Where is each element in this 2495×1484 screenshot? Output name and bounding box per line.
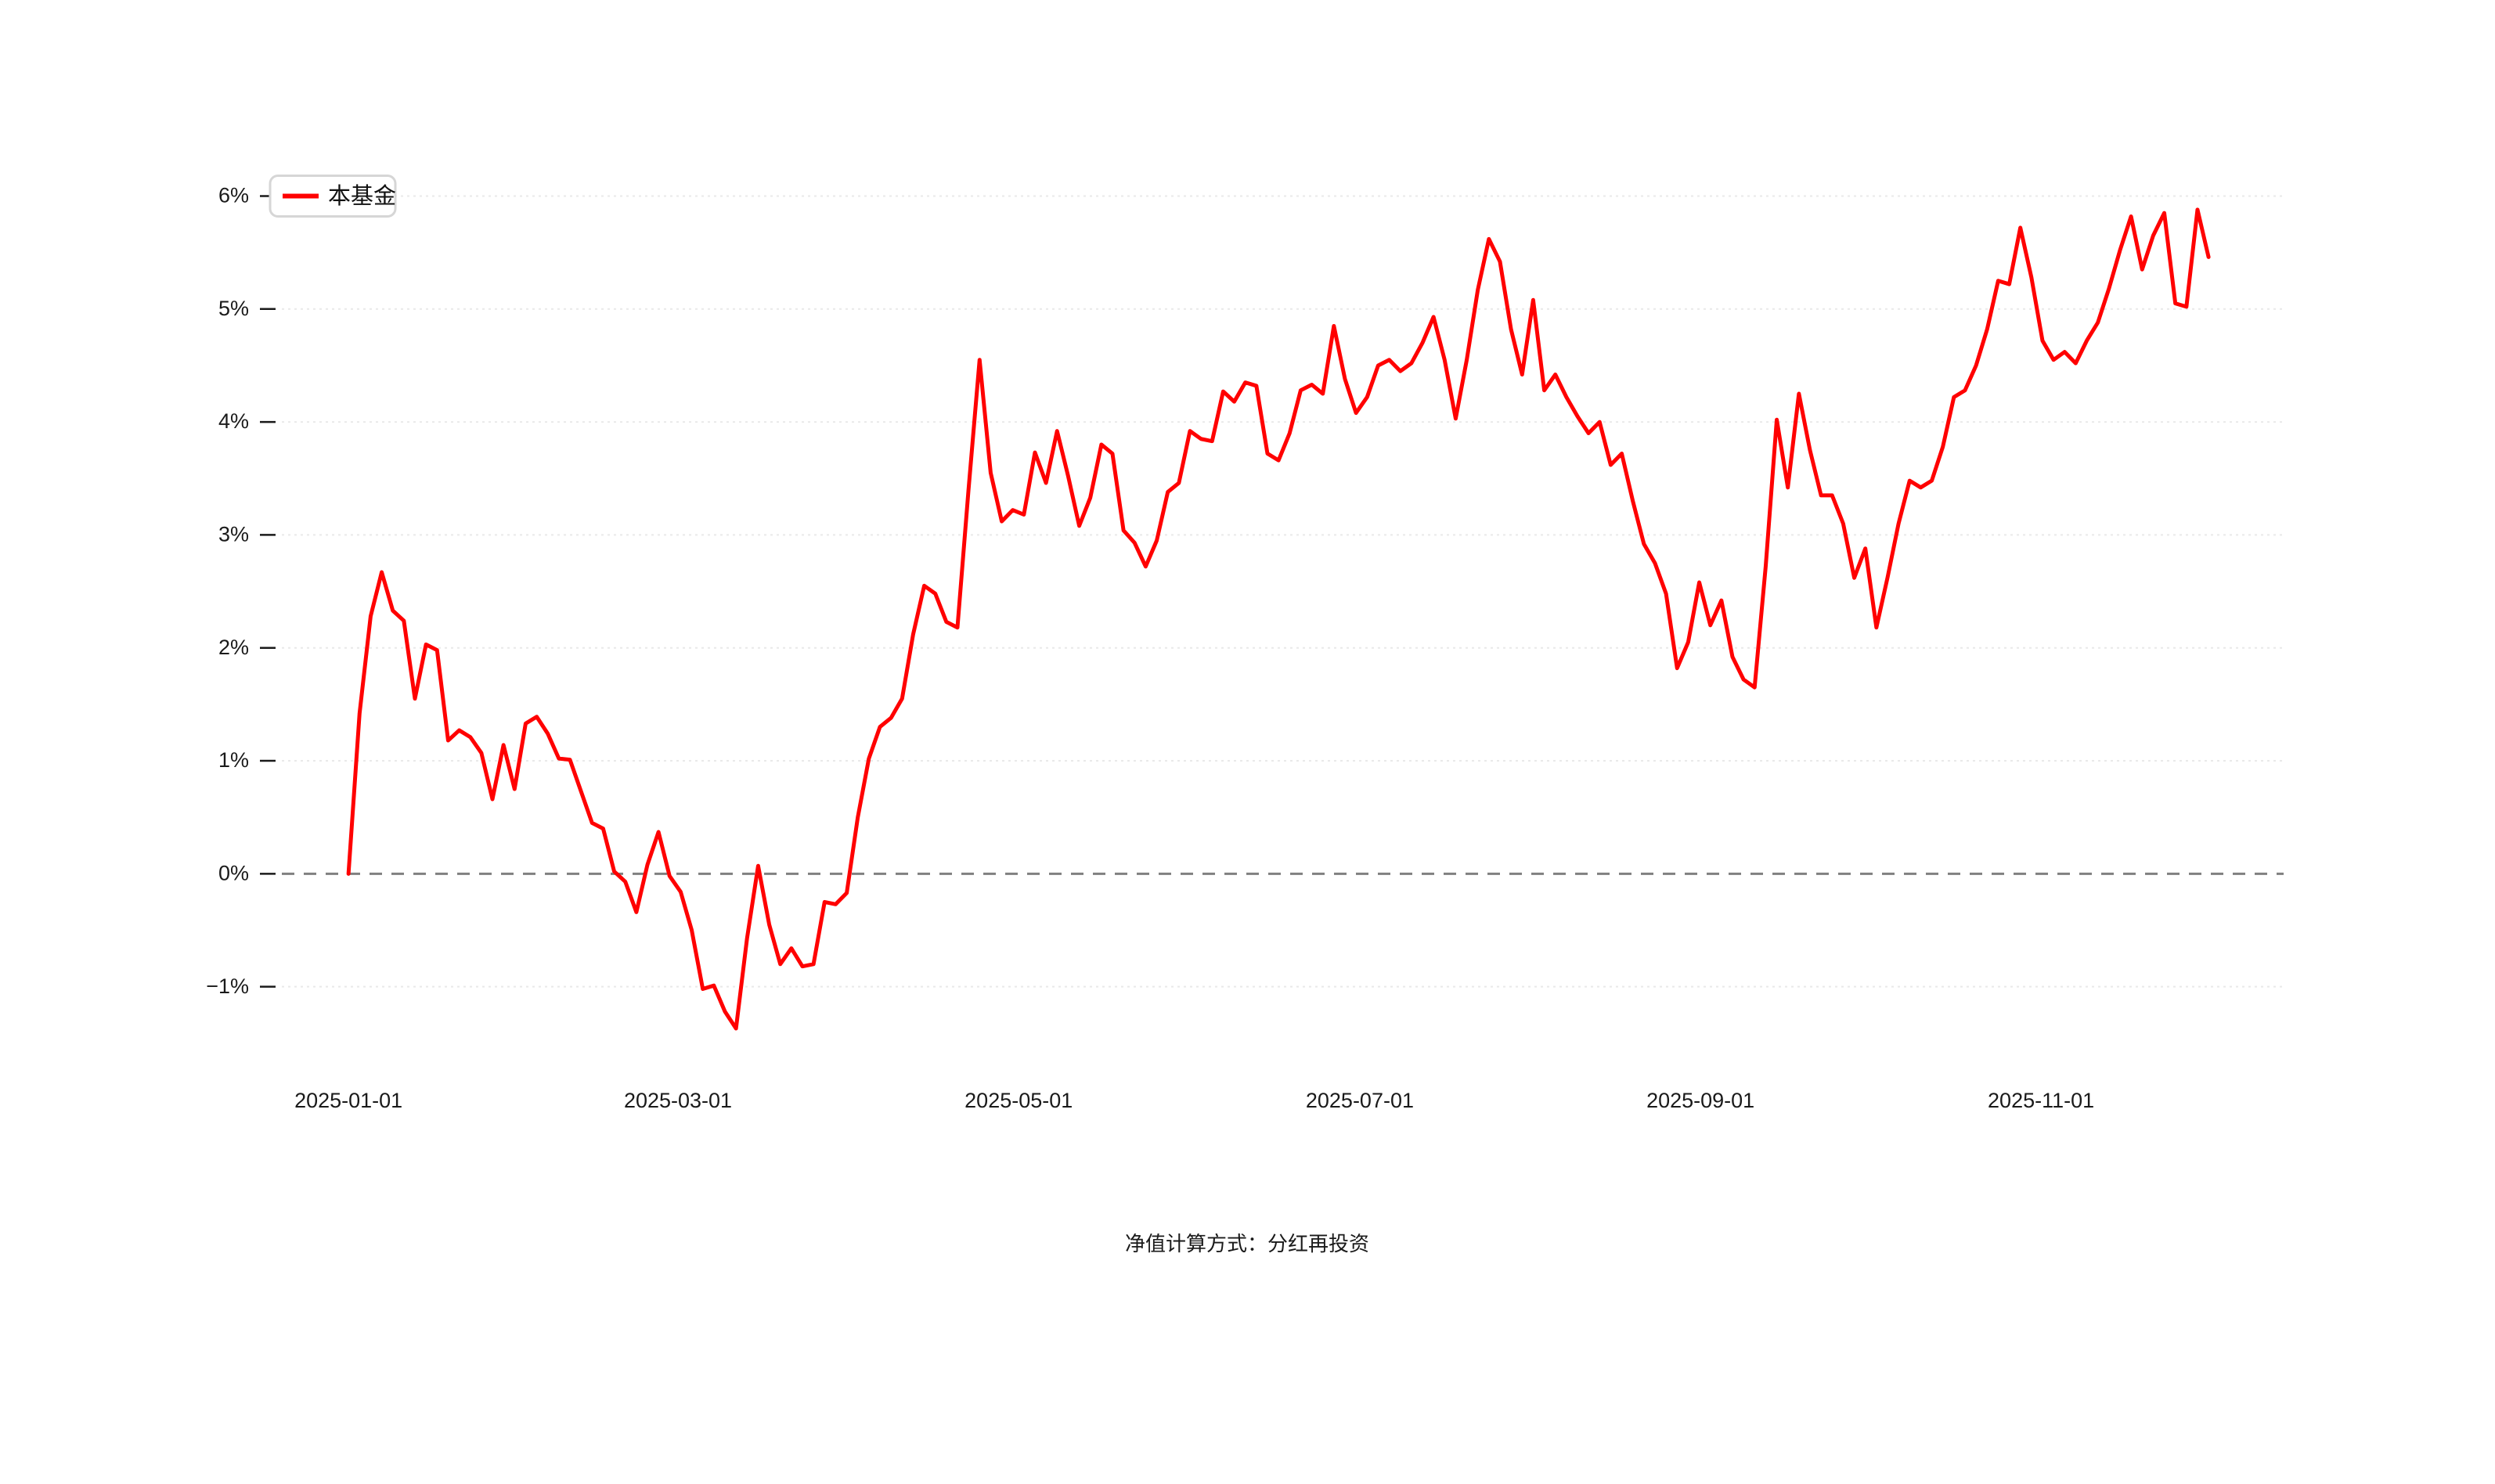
- y-tick-label: −1%: [206, 974, 249, 998]
- x-tick-label: 2025-11-01: [1988, 1089, 2094, 1112]
- x-tick-label: 2025-05-01: [964, 1089, 1073, 1112]
- gridlines: [282, 195, 2284, 988]
- legend-box: [269, 175, 397, 218]
- x-axis-labels: 2025-01-01 2025-03-01 2025-05-01 2025-07-01…: [294, 1089, 2094, 1112]
- y-tick-label: 2%: [218, 636, 249, 659]
- x-tick-label: 2025-03-01: [624, 1089, 732, 1112]
- series-line-0: [346, 207, 2211, 1031]
- x-tick-label: 2025-01-01: [294, 1089, 402, 1112]
- y-tick-label: 5%: [218, 297, 249, 320]
- x-tick-label: 2025-09-01: [1646, 1089, 1754, 1112]
- y-tick-label: 6%: [218, 184, 249, 207]
- y-axis-labels: −1% 0% 1% 2% 3% 4% 5% 6%: [206, 184, 249, 998]
- x-tick-label: 2025-07-01: [1306, 1089, 1414, 1112]
- chart-legend[interactable]: 本基金: [269, 175, 397, 218]
- y-tick-label: 0%: [218, 861, 249, 884]
- series-lines: [346, 207, 2211, 1031]
- nav-calculation-footnote: 净值计算方式：分红再投资: [1125, 1232, 1369, 1255]
- axis-ticks: [260, 195, 276, 988]
- legend-label-this-fund: 本基金: [328, 183, 396, 209]
- y-tick-label: 3%: [218, 523, 249, 546]
- y-tick-label: 4%: [218, 409, 249, 433]
- y-tick-label: 1%: [218, 748, 249, 772]
